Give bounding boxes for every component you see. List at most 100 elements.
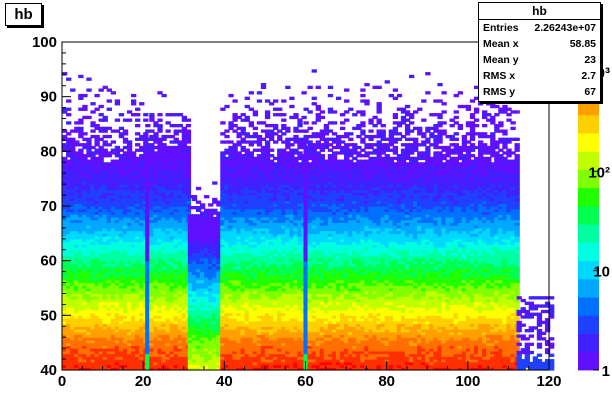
heatmap-bin — [118, 192, 125, 196]
heatmap-bin — [256, 222, 263, 226]
heatmap-bin — [66, 304, 72, 308]
heatmap-bin — [204, 290, 210, 295]
heatmap-bin — [90, 230, 96, 234]
heatmap-bin — [102, 329, 108, 333]
heatmap-bin — [135, 167, 141, 172]
heatmap-bin — [236, 312, 242, 316]
heatmap-bin — [114, 323, 121, 327]
heatmap-bin — [94, 93, 100, 98]
heatmap-bin — [232, 323, 238, 327]
heatmap-bin — [212, 326, 218, 330]
heatmap-bin — [277, 107, 283, 111]
heatmap-bin — [181, 134, 188, 139]
heatmap-bin — [177, 255, 183, 259]
heatmap-bin — [94, 288, 100, 292]
heatmap-bin — [102, 331, 108, 336]
heatmap-bin — [139, 165, 145, 169]
heatmap-bin — [62, 356, 68, 360]
heatmap-bin — [86, 175, 92, 180]
heatmap-bin — [102, 263, 108, 267]
heatmap-bin — [94, 339, 100, 344]
heatmap-bin — [110, 329, 116, 333]
heatmap-bin — [102, 315, 108, 319]
heatmap-bin — [86, 203, 92, 207]
heatmap-bin — [130, 170, 137, 174]
heatmap-bin — [228, 93, 234, 98]
heatmap-bin — [244, 115, 250, 120]
heatmap-bin — [122, 219, 129, 223]
heatmap-bin — [114, 277, 121, 281]
heatmap-bin — [82, 143, 88, 147]
heatmap-bin — [139, 356, 145, 360]
heatmap-bin — [216, 247, 222, 251]
heatmap-bin — [90, 342, 96, 346]
heatmap-bin — [228, 296, 234, 300]
heatmap-bin — [252, 345, 259, 349]
heatmap-bin — [195, 361, 202, 366]
heatmap-bin — [260, 170, 267, 174]
heatmap-bin — [240, 222, 246, 226]
heatmap-bin — [94, 162, 100, 166]
heatmap-bin — [66, 350, 72, 355]
heatmap-bin — [195, 348, 202, 352]
heatmap-bin — [264, 334, 271, 338]
heatmap-bin — [195, 293, 202, 297]
heatmap-bin — [169, 238, 175, 243]
heatmap-bin — [153, 192, 159, 196]
heatmap-bin — [161, 345, 167, 349]
heatmap-bin — [169, 175, 175, 180]
heatmap-bin — [126, 282, 133, 286]
heatmap-bin — [228, 244, 234, 248]
heatmap-bin — [281, 241, 287, 245]
heatmap-bin — [277, 329, 283, 333]
heatmap-bin — [165, 151, 171, 155]
heatmap-bin — [118, 211, 125, 215]
heatmap-bin — [212, 329, 218, 333]
heatmap-bin — [232, 99, 238, 103]
heatmap-bin — [256, 156, 263, 161]
heatmap-bin — [145, 331, 151, 336]
heatmap-bin — [224, 148, 230, 152]
heatmap-bin — [145, 143, 151, 147]
heatmap-bin — [297, 124, 303, 128]
heatmap-bin — [106, 359, 112, 363]
heatmap-bin — [74, 337, 80, 341]
heatmap-bin — [185, 140, 192, 144]
heatmap-bin — [177, 320, 183, 325]
heatmap-bin — [169, 189, 175, 193]
heatmap-bin — [126, 195, 133, 199]
heatmap-bin — [244, 282, 250, 286]
heatmap-bin — [153, 301, 159, 305]
heatmap-bin — [256, 298, 263, 303]
heatmap-bin — [82, 230, 88, 234]
heatmap-bin — [256, 230, 263, 234]
heatmap-bin — [268, 285, 275, 289]
heatmap-bin — [285, 244, 291, 248]
heatmap-bin — [252, 238, 259, 243]
heatmap-bin — [106, 348, 112, 352]
heatmap-bin — [94, 361, 100, 366]
heatmap-bin — [244, 285, 250, 289]
heatmap-bin — [86, 288, 92, 292]
heatmap-bin — [256, 244, 263, 248]
heatmap-bin — [135, 124, 141, 128]
heatmap-bin — [232, 260, 238, 264]
heatmap-bin — [277, 361, 283, 366]
heatmap-bin — [90, 249, 96, 254]
heatmap-bin — [289, 367, 295, 371]
heatmap-bin — [216, 249, 222, 254]
heatmap-bin — [82, 233, 88, 237]
heatmap-bin — [256, 154, 263, 158]
heatmap-bin — [177, 145, 183, 150]
heatmap-bin — [110, 238, 116, 243]
heatmap-bin — [157, 364, 163, 368]
heatmap-bin — [181, 249, 188, 254]
heatmap-bin — [208, 260, 214, 264]
heatmap-bin — [122, 301, 129, 305]
heatmap-bin — [293, 290, 299, 295]
heatmap-bin — [293, 227, 299, 232]
heatmap-bin — [78, 298, 84, 303]
heatmap-bin — [173, 154, 179, 158]
heatmap-bin — [220, 252, 226, 256]
heatmap-bin — [130, 222, 137, 226]
